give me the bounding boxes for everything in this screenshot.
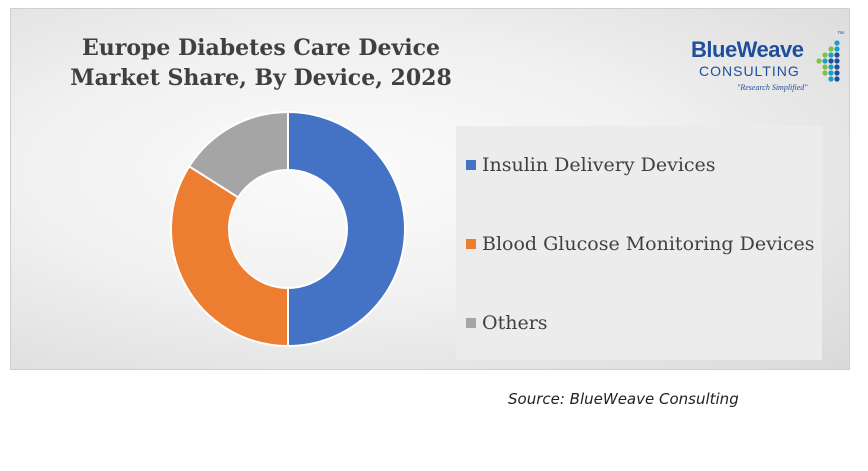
logo-tagline: "Research Simplified" <box>737 83 808 92</box>
legend-swatch <box>466 160 476 170</box>
logo-subtitle: CONSULTING <box>699 63 800 79</box>
blueweave-logo: BlueWeave CONSULTING "Research Simplifie… <box>691 29 851 99</box>
donut-chart <box>170 110 406 348</box>
chart-title-line-2: Market Share, By Device, 2028 <box>70 65 452 91</box>
legend-item-insulin-delivery-devices: Insulin Delivery Devices <box>466 153 716 177</box>
legend-label: Blood Glucose Monitoring Devices <box>482 233 815 255</box>
legend-label: Others <box>482 312 548 334</box>
logo-name: BlueWeave <box>691 37 804 62</box>
donut-slice-insulin-delivery-devices <box>287 110 406 348</box>
donut-slice-others <box>187 110 289 199</box>
legend-swatch <box>466 239 476 249</box>
legend-item-blood-glucose-monitoring-devices: Blood Glucose Monitoring Devices <box>466 232 815 256</box>
chart-legend: Insulin Delivery Devices Blood Glucose Mo… <box>456 126 822 360</box>
chart-title: Europe Diabetes Care Device Market Share… <box>51 33 471 93</box>
legend-swatch <box>466 318 476 328</box>
logo-trademark: ™ <box>837 31 844 38</box>
legend-label: Insulin Delivery Devices <box>482 154 716 176</box>
donut-slice-blood-glucose-monitoring-devices <box>170 164 289 348</box>
legend-item-others: Others <box>466 311 548 335</box>
logo-dots-icon: ™ <box>816 31 844 82</box>
chart-title-line-1: Europe Diabetes Care Device <box>82 35 440 61</box>
source-note: Source: BlueWeave Consulting <box>508 390 739 408</box>
